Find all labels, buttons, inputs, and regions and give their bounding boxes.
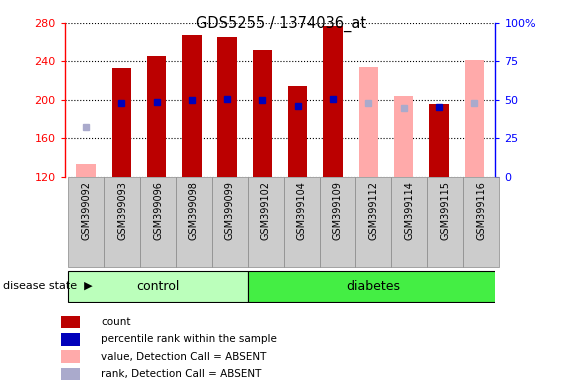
Text: GSM399093: GSM399093 xyxy=(117,181,127,240)
Text: disease state  ▶: disease state ▶ xyxy=(3,281,92,291)
Text: GSM399112: GSM399112 xyxy=(368,181,378,240)
Bar xyxy=(394,96,413,177)
FancyBboxPatch shape xyxy=(355,177,391,267)
Text: GSM399102: GSM399102 xyxy=(261,181,271,240)
Text: GSM399099: GSM399099 xyxy=(225,181,235,240)
Bar xyxy=(61,351,80,363)
Bar xyxy=(76,164,96,177)
Bar xyxy=(429,104,449,177)
Bar xyxy=(288,86,307,177)
Text: percentile rank within the sample: percentile rank within the sample xyxy=(101,334,277,344)
Bar xyxy=(147,56,166,177)
Text: GSM399109: GSM399109 xyxy=(333,181,342,240)
Bar xyxy=(323,26,343,177)
Text: value, Detection Call = ABSENT: value, Detection Call = ABSENT xyxy=(101,352,267,362)
FancyBboxPatch shape xyxy=(248,177,284,267)
Bar xyxy=(111,68,131,177)
Text: GSM399096: GSM399096 xyxy=(153,181,163,240)
Bar xyxy=(61,333,80,346)
FancyBboxPatch shape xyxy=(427,177,463,267)
Bar xyxy=(217,37,237,177)
Bar xyxy=(61,368,80,380)
Text: GSM399092: GSM399092 xyxy=(81,181,91,240)
Text: diabetes: diabetes xyxy=(346,280,400,293)
Text: GSM399098: GSM399098 xyxy=(189,181,199,240)
Text: rank, Detection Call = ABSENT: rank, Detection Call = ABSENT xyxy=(101,369,262,379)
FancyBboxPatch shape xyxy=(140,177,176,267)
FancyBboxPatch shape xyxy=(248,270,499,302)
Text: GDS5255 / 1374036_at: GDS5255 / 1374036_at xyxy=(196,15,367,31)
Text: GSM399104: GSM399104 xyxy=(297,181,307,240)
FancyBboxPatch shape xyxy=(320,177,355,267)
Text: GSM399116: GSM399116 xyxy=(476,181,486,240)
Text: control: control xyxy=(136,280,180,293)
Bar xyxy=(359,67,378,177)
FancyBboxPatch shape xyxy=(463,177,499,267)
Text: GSM399115: GSM399115 xyxy=(440,181,450,240)
Text: GSM399114: GSM399114 xyxy=(404,181,414,240)
FancyBboxPatch shape xyxy=(68,177,104,267)
FancyBboxPatch shape xyxy=(391,177,427,267)
FancyBboxPatch shape xyxy=(68,270,248,302)
FancyBboxPatch shape xyxy=(104,177,140,267)
FancyBboxPatch shape xyxy=(284,177,320,267)
Bar xyxy=(182,35,202,177)
Text: count: count xyxy=(101,317,131,327)
Bar xyxy=(464,60,484,177)
Bar xyxy=(61,316,80,328)
Bar xyxy=(253,50,272,177)
FancyBboxPatch shape xyxy=(212,177,248,267)
FancyBboxPatch shape xyxy=(176,177,212,267)
